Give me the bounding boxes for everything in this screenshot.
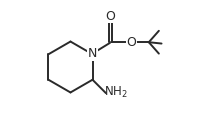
Text: O: O [106,10,116,23]
Text: O: O [126,36,136,49]
Text: N: N [88,47,97,60]
Text: NH$_2$: NH$_2$ [104,85,128,100]
